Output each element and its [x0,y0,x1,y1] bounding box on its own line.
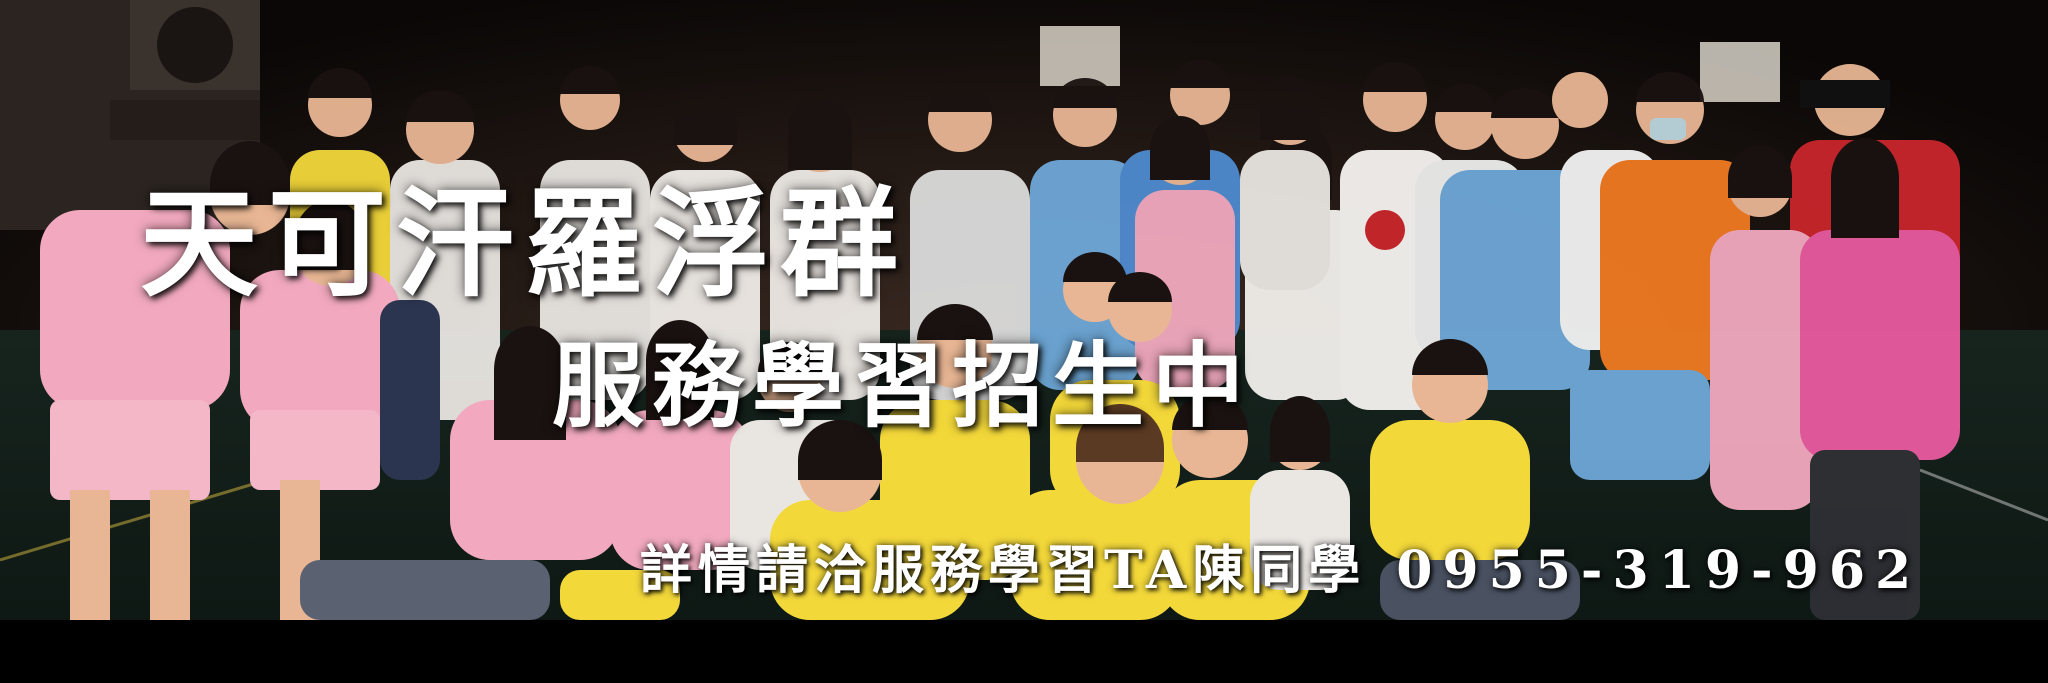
front-row [300,252,1580,620]
banner-title-line1: 天可汗羅浮群 [140,174,909,313]
banner-contact: 詳情請洽服務學習TA陳同學 0955-319-962 [640,528,1921,603]
basketball-hoop [1700,42,1780,102]
group-photo-illustration [0,0,2048,620]
basketball-hoop [1040,26,1120,86]
banner-title-line2: 服務學習招生中 [552,332,1253,440]
group-photo [0,0,2048,620]
bottom-black-bar [0,620,2048,683]
phone-number: 0955-319-962 [1396,540,1922,601]
contact-text: 詳情請洽服務學習TA陳同學 [640,540,1367,601]
